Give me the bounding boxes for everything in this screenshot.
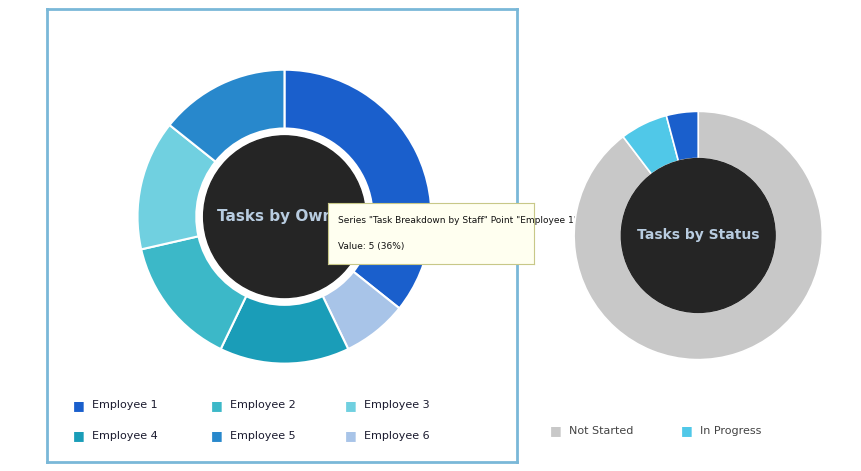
Text: Employee 4: Employee 4 bbox=[92, 430, 158, 441]
Text: ■: ■ bbox=[344, 398, 356, 412]
Text: Not Started: Not Started bbox=[568, 426, 633, 436]
Text: ■: ■ bbox=[211, 429, 223, 442]
Text: Employee 2: Employee 2 bbox=[230, 400, 295, 410]
Circle shape bbox=[621, 159, 774, 312]
Text: Employee 3: Employee 3 bbox=[363, 400, 429, 410]
Text: Employee 5: Employee 5 bbox=[230, 430, 295, 441]
Wedge shape bbox=[666, 111, 697, 161]
Text: ■: ■ bbox=[680, 424, 692, 438]
Wedge shape bbox=[573, 111, 821, 360]
Text: Value: 5 (36%): Value: 5 (36%) bbox=[338, 242, 404, 251]
Wedge shape bbox=[138, 125, 215, 249]
Text: In Progress: In Progress bbox=[699, 426, 760, 436]
Text: ■: ■ bbox=[344, 429, 356, 442]
Text: ■: ■ bbox=[549, 424, 561, 438]
Text: ■: ■ bbox=[211, 398, 223, 412]
Text: Employee 1: Employee 1 bbox=[92, 400, 158, 410]
Text: Employee 6: Employee 6 bbox=[363, 430, 429, 441]
Wedge shape bbox=[623, 115, 678, 174]
Text: ■: ■ bbox=[73, 429, 85, 442]
Text: Tasks by Status: Tasks by Status bbox=[636, 228, 759, 243]
Text: Series "Task Breakdown by Staff" Point "Employee 1": Series "Task Breakdown by Staff" Point "… bbox=[338, 216, 577, 226]
Wedge shape bbox=[284, 70, 430, 309]
Text: Tasks by Owner: Tasks by Owner bbox=[217, 209, 351, 224]
Wedge shape bbox=[170, 70, 284, 162]
Wedge shape bbox=[322, 272, 399, 349]
Circle shape bbox=[203, 136, 365, 298]
Wedge shape bbox=[141, 236, 246, 349]
Wedge shape bbox=[220, 296, 348, 364]
Text: ■: ■ bbox=[73, 398, 85, 412]
